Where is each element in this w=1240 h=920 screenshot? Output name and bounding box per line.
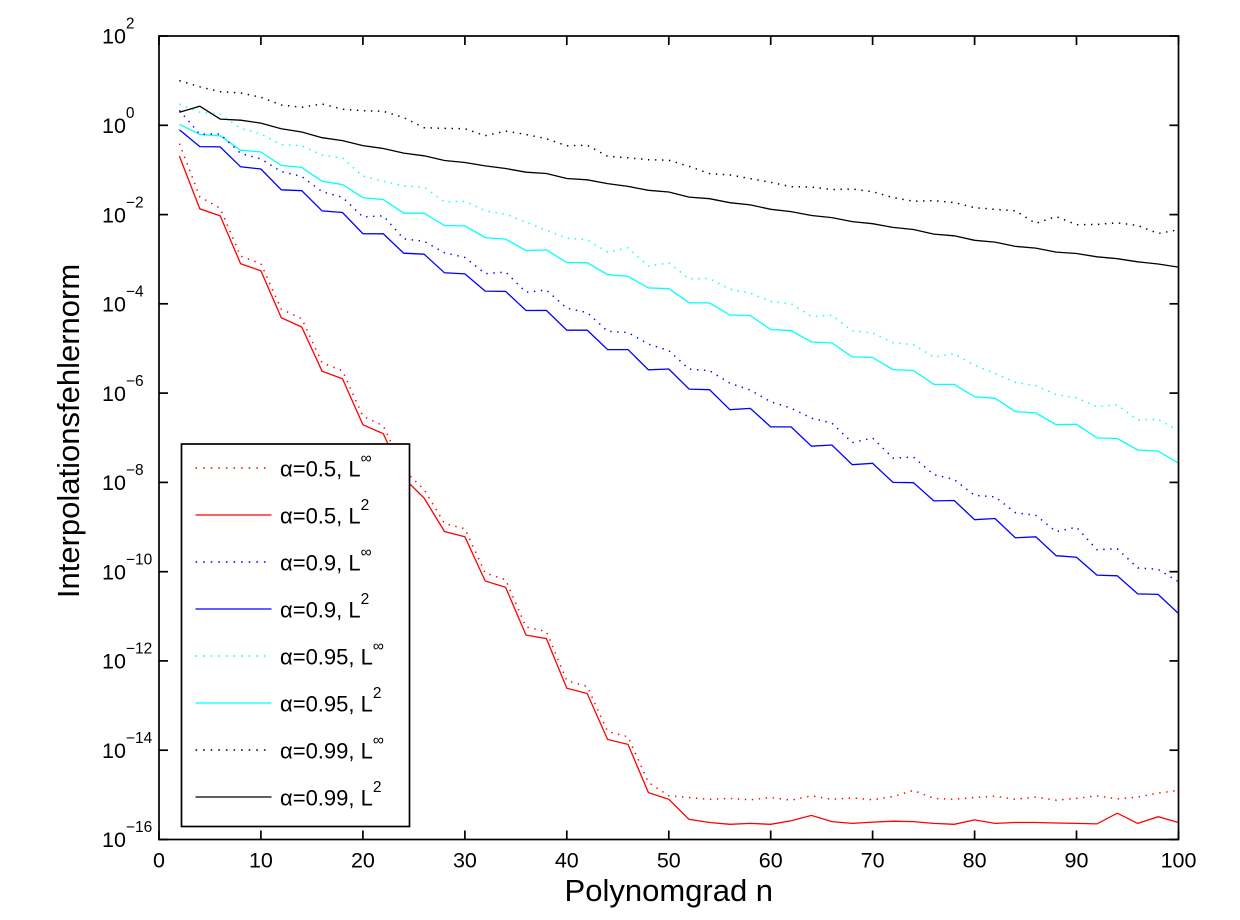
svg-text:50: 50 xyxy=(657,849,681,873)
svg-text:0: 0 xyxy=(153,849,165,873)
svg-text:10: 10 xyxy=(249,849,273,873)
svg-text:40: 40 xyxy=(555,849,579,873)
svg-text:60: 60 xyxy=(759,849,783,873)
svg-text:30: 30 xyxy=(453,849,477,873)
svg-text:80: 80 xyxy=(963,849,987,873)
svg-text:100: 100 xyxy=(1161,849,1197,873)
svg-text:20: 20 xyxy=(351,849,375,873)
svg-text:90: 90 xyxy=(1065,849,1089,873)
svg-text:Interpolationsfehlernorm: Interpolationsfehlernorm xyxy=(51,264,86,598)
svg-text:Polynomgrad n: Polynomgrad n xyxy=(565,873,774,908)
svg-text:70: 70 xyxy=(861,849,885,873)
